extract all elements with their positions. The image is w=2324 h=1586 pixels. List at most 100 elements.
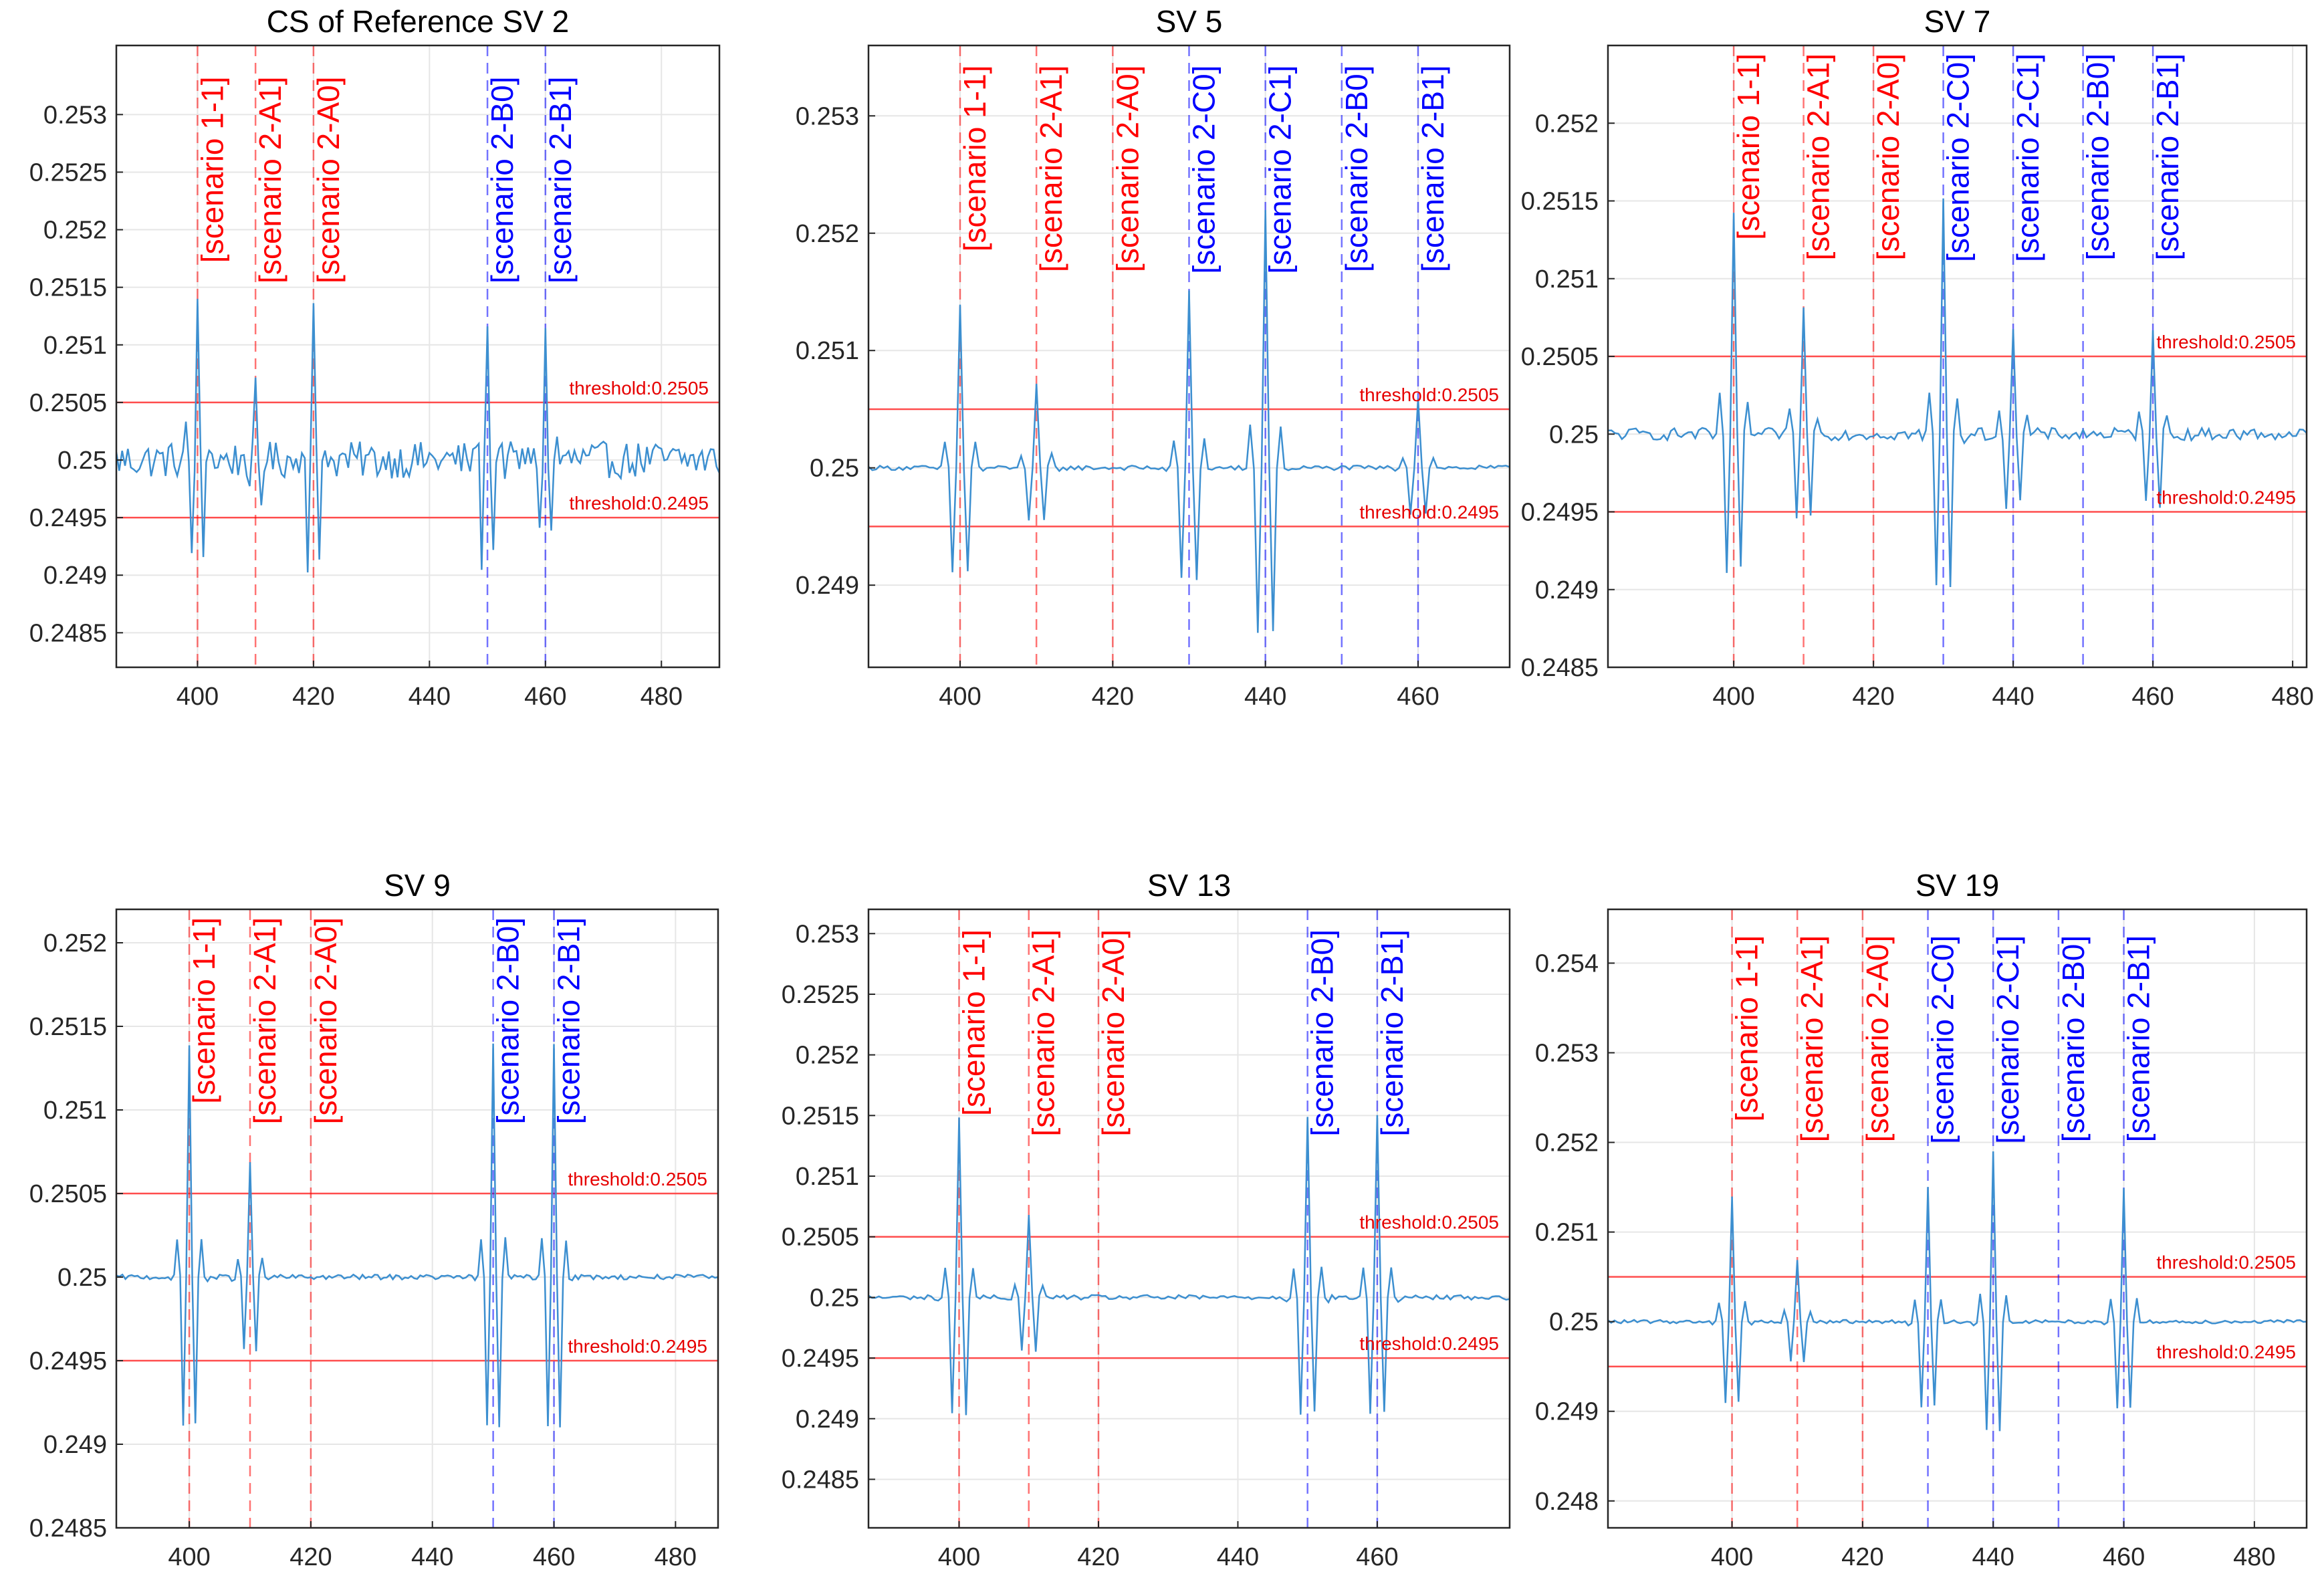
threshold-label: threshold:0.2505	[1359, 384, 1499, 405]
event-label: [scenario 2-C0]	[1941, 53, 1976, 262]
y-tick-label: 0.253	[43, 101, 107, 129]
x-tick-label: 400	[939, 683, 981, 711]
event-label: [scenario 2-A1]	[253, 76, 287, 283]
y-tick-label: 0.2495	[29, 1347, 107, 1375]
event-label: [scenario 2-A1]	[1026, 929, 1061, 1136]
signal-series	[1608, 1151, 2307, 1432]
y-tick-label: 0.2525	[29, 158, 107, 187]
event-label: [scenario 1-1]	[195, 76, 229, 263]
event-label: [scenario 2-C1]	[1990, 935, 2025, 1144]
axes-frame	[115, 44, 721, 669]
event-label: [scenario 2-A1]	[1801, 53, 1836, 260]
x-tick-label: 420	[1841, 1543, 1883, 1571]
y-tick-label: 0.2505	[782, 1224, 859, 1252]
y-tick-label: 0.2485	[782, 1466, 859, 1494]
plot-area	[116, 45, 719, 667]
y-tick-label: 0.253	[1535, 1039, 1599, 1067]
event-label: [scenario 2-B1]	[2121, 935, 2156, 1142]
subplot-sv13: threshold:0.2505 threshold:0.2495 [scenari…	[782, 868, 1511, 1571]
y-tick-label: 0.249	[796, 1405, 859, 1434]
y-tick-label: 0.2505	[29, 1180, 107, 1208]
y-tick-label: 0.251	[796, 337, 859, 365]
x-tick-label: 480	[2271, 683, 2313, 711]
event-label: [scenario 2-A1]	[1794, 935, 1829, 1142]
threshold-label: threshold:0.2505	[2156, 1252, 2296, 1273]
event-label: [scenario 2-B0]	[491, 917, 526, 1124]
threshold-label: threshold:0.2505	[1359, 1212, 1499, 1233]
subplot-sv19: threshold:0.2505 threshold:0.2495 [scenari…	[1535, 868, 2308, 1571]
subplot-cs-ref-sv2: threshold:0.2505 threshold:0.2495 [scenari…	[29, 4, 721, 711]
event-label: [scenario 1-1]	[1731, 53, 1766, 240]
event-label: [scenario 2-A0]	[1860, 935, 1895, 1142]
y-tick-label: 0.2515	[29, 274, 107, 302]
x-tick-label: 420	[1092, 683, 1134, 711]
y-tick-label: 0.2485	[29, 1514, 107, 1543]
y-tick-label: 0.2485	[1521, 654, 1599, 682]
signal-series	[116, 1043, 718, 1428]
y-tick-label: 0.248	[1535, 1488, 1599, 1516]
event-label: [scenario 2-C1]	[2010, 53, 2045, 262]
event-label: [scenario 2-A0]	[1096, 929, 1131, 1136]
y-tick-label: 0.25	[810, 455, 859, 483]
x-tick-label: 400	[168, 1543, 210, 1571]
x-tick-label: 460	[1397, 683, 1439, 711]
y-tick-label: 0.2525	[782, 981, 859, 1009]
plot-area	[1608, 909, 2307, 1528]
y-tick-label: 0.2505	[29, 389, 107, 417]
event-label: [scenario 2-B0]	[1305, 929, 1340, 1136]
x-tick-label: 440	[1972, 1543, 2014, 1571]
event-label: [scenario 2-A0]	[308, 917, 343, 1124]
plot-area	[868, 45, 1510, 667]
event-label: [scenario 2-B1]	[1415, 66, 1450, 272]
threshold-label: threshold:0.2505	[568, 1169, 707, 1190]
y-tick-label: 0.25	[57, 447, 107, 475]
y-tick-label: 0.251	[1535, 1219, 1599, 1247]
threshold-label: threshold:0.2495	[2156, 487, 2296, 508]
event-label: [scenario 2-B1]	[1375, 929, 1409, 1136]
y-tick-label: 0.251	[43, 332, 107, 360]
event-label: [scenario 1-1]	[957, 66, 992, 252]
y-tick-label: 0.253	[796, 102, 859, 130]
signal-series	[1608, 198, 2307, 588]
signal-series	[868, 210, 1510, 633]
plot-area	[116, 909, 718, 1528]
y-tick-label: 0.251	[796, 1163, 859, 1191]
x-tick-label: 460	[533, 1543, 575, 1571]
x-tick-label: 460	[524, 683, 566, 711]
threshold-label: threshold:0.2505	[569, 378, 709, 399]
y-tick-label: 0.252	[796, 1042, 859, 1070]
event-label: [scenario 2-C1]	[1263, 66, 1298, 274]
x-tick-label: 420	[1077, 1543, 1119, 1571]
x-tick-label: 440	[1992, 683, 2034, 711]
signal-series	[116, 298, 719, 573]
axes-frame	[867, 44, 1511, 669]
event-label: [scenario 2-A0]	[1871, 53, 1905, 260]
plot-area	[868, 909, 1510, 1528]
y-tick-label: 0.2495	[782, 1345, 859, 1373]
event-label: [scenario 2-A0]	[1110, 66, 1145, 272]
x-tick-label: 440	[1217, 1543, 1259, 1571]
chart-title: SV 7	[1924, 4, 1991, 39]
event-label: [scenario 2-A0]	[311, 76, 346, 283]
x-tick-label: 420	[289, 1543, 332, 1571]
threshold-label: threshold:0.2495	[1359, 501, 1499, 522]
y-tick-label: 0.2515	[1521, 188, 1599, 216]
y-tick-label: 0.252	[43, 217, 107, 245]
x-tick-label: 420	[1852, 683, 1894, 711]
chart-title: SV 19	[1915, 868, 1999, 903]
axes-frame	[115, 908, 719, 1529]
y-tick-label: 0.2515	[782, 1102, 859, 1130]
x-tick-label: 460	[2131, 683, 2174, 711]
subplot-sv7: threshold:0.2505 threshold:0.2495 [scenari…	[1521, 4, 2314, 711]
y-tick-label: 0.251	[43, 1097, 107, 1125]
threshold-label: threshold:0.2495	[1359, 1333, 1499, 1354]
event-label: [scenario 1-1]	[1730, 935, 1764, 1122]
x-tick-label: 400	[938, 1543, 980, 1571]
chart-title: SV 13	[1147, 868, 1231, 903]
x-tick-label: 440	[411, 1543, 453, 1571]
threshold-label: threshold:0.2505	[2156, 332, 2296, 352]
event-label: [scenario 2-B1]	[552, 917, 586, 1124]
event-label: [scenario 1-1]	[957, 929, 992, 1116]
chart-title: CS of Reference SV 2	[267, 4, 570, 39]
